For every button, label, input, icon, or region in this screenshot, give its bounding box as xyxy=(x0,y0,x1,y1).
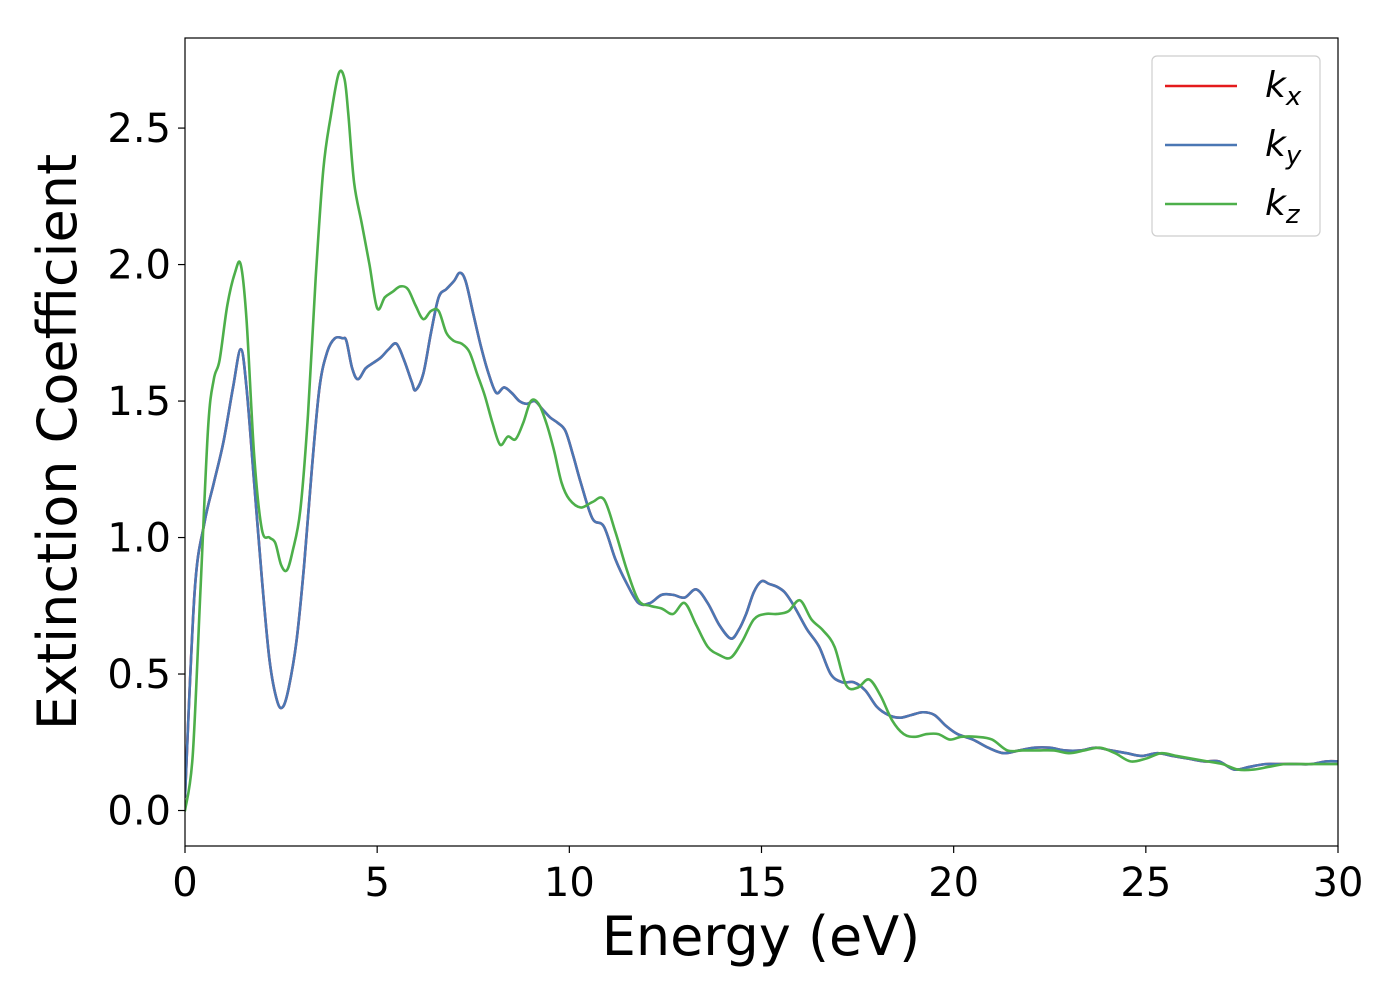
y-axis-title: Extinction Coefficient xyxy=(26,154,89,730)
x-axis-ticks: 0 5 10 15 20 25 30 xyxy=(172,846,1363,906)
legend-label-subscript: z xyxy=(1285,200,1301,230)
x-tick-label: 30 xyxy=(1313,860,1364,906)
x-tick-label: 5 xyxy=(364,860,389,906)
x-tick-label: 25 xyxy=(1120,860,1171,906)
y-tick-label: 2.5 xyxy=(107,106,171,152)
y-axis-ticks: 0.0 0.5 1.0 1.5 2.0 2.5 xyxy=(107,106,185,835)
y-tick-label: 0.5 xyxy=(107,652,171,698)
series-line-z xyxy=(185,69,1338,812)
x-tick-label: 20 xyxy=(928,860,979,906)
x-tick-label: 0 xyxy=(172,860,197,906)
legend-label-z: kz xyxy=(1265,183,1301,230)
legend-label-y: ky xyxy=(1265,124,1302,171)
series-line-y xyxy=(185,271,1338,799)
x-axis-title: Energy (eV) xyxy=(602,905,921,968)
series-layer xyxy=(185,69,1338,812)
y-tick-label: 1.0 xyxy=(107,516,171,562)
legend-label-main: k xyxy=(1265,124,1288,165)
y-tick-label: 2.0 xyxy=(107,243,171,289)
y-tick-label: 1.5 xyxy=(107,379,171,425)
legend-label-main: k xyxy=(1265,65,1288,106)
x-tick-label: 15 xyxy=(736,860,787,906)
legend-label-x: kx xyxy=(1265,65,1302,112)
legend-label-subscript: x xyxy=(1285,82,1302,112)
legend-label-subscript: y xyxy=(1285,141,1302,171)
y-tick-label: 0.0 xyxy=(107,789,171,835)
legend-label-main: k xyxy=(1265,183,1288,224)
x-tick-label: 10 xyxy=(544,860,595,906)
